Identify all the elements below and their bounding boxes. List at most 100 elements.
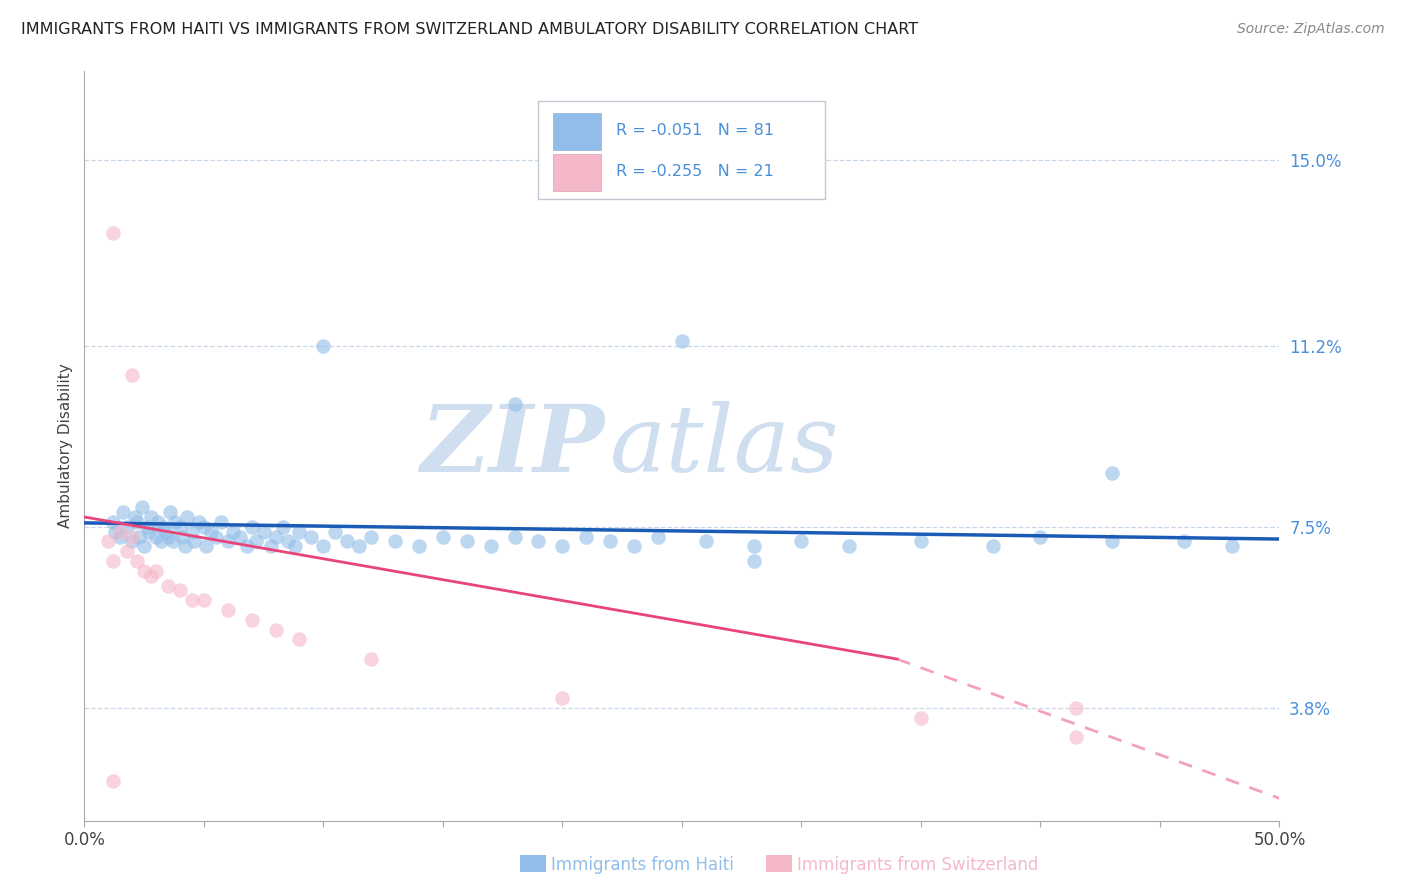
Point <box>125 515 148 529</box>
Point <box>128 530 150 544</box>
Point <box>742 540 765 554</box>
Point <box>623 540 645 554</box>
Point <box>325 524 347 539</box>
Point <box>599 534 621 549</box>
Point <box>384 534 406 549</box>
Point <box>110 524 132 539</box>
Point <box>157 578 180 592</box>
Point <box>149 534 172 549</box>
Point <box>117 520 139 534</box>
Point <box>229 530 252 544</box>
Y-axis label: Ambulatory Disability: Ambulatory Disability <box>58 364 73 528</box>
Point <box>217 603 239 617</box>
Point <box>1101 534 1123 549</box>
Point <box>188 515 211 529</box>
Point <box>181 593 204 607</box>
Point <box>205 530 228 544</box>
Point <box>145 564 167 578</box>
Point <box>264 530 287 544</box>
Point <box>200 524 222 539</box>
Point <box>647 530 669 544</box>
Point <box>260 540 283 554</box>
Point <box>97 534 120 549</box>
Point <box>183 534 205 549</box>
Point <box>193 520 215 534</box>
Point <box>408 540 430 554</box>
Text: IMMIGRANTS FROM HAITI VS IMMIGRANTS FROM SWITZERLAND AMBULATORY DISABILITY CORRE: IMMIGRANTS FROM HAITI VS IMMIGRANTS FROM… <box>21 22 918 37</box>
Point <box>432 530 454 544</box>
Text: Immigrants from Switzerland: Immigrants from Switzerland <box>797 856 1039 874</box>
Point <box>145 530 167 544</box>
Bar <box>553 153 600 191</box>
Point <box>141 568 163 582</box>
Point <box>301 530 323 544</box>
Point <box>117 544 139 558</box>
Point <box>132 564 156 578</box>
FancyBboxPatch shape <box>538 102 825 199</box>
Point <box>217 534 239 549</box>
Point <box>181 524 204 539</box>
Point <box>575 530 598 544</box>
Point <box>742 554 765 568</box>
Point <box>288 524 311 539</box>
Bar <box>553 112 600 150</box>
Point <box>157 530 180 544</box>
Point <box>193 593 215 607</box>
Point <box>101 774 124 789</box>
Point <box>253 524 276 539</box>
Point <box>240 613 263 627</box>
Point <box>173 540 195 554</box>
Point <box>110 530 132 544</box>
Point <box>159 505 181 519</box>
Point <box>121 530 143 544</box>
Point <box>104 524 127 539</box>
Text: R = -0.255   N = 21: R = -0.255 N = 21 <box>616 164 775 179</box>
Point <box>288 632 311 647</box>
Point <box>1066 731 1088 745</box>
Point <box>503 530 526 544</box>
Point <box>695 534 717 549</box>
Point <box>138 524 160 539</box>
Point <box>910 534 932 549</box>
Point <box>551 691 574 706</box>
Point <box>121 368 143 382</box>
Point <box>169 520 191 534</box>
Text: atlas: atlas <box>610 401 839 491</box>
Point <box>195 540 218 554</box>
Point <box>221 524 243 539</box>
Point <box>1066 701 1088 715</box>
Text: R = -0.051   N = 81: R = -0.051 N = 81 <box>616 123 775 138</box>
Point <box>981 540 1004 554</box>
Point <box>172 530 194 544</box>
Point <box>551 540 574 554</box>
Point <box>503 397 526 411</box>
Point <box>125 554 148 568</box>
Point <box>135 520 157 534</box>
Point <box>141 510 163 524</box>
Point <box>360 530 382 544</box>
Point <box>148 515 170 529</box>
Point <box>131 500 153 515</box>
Point <box>1101 466 1123 480</box>
Point <box>155 524 177 539</box>
Point <box>245 534 267 549</box>
Point <box>169 583 191 598</box>
Point <box>312 338 335 352</box>
Point <box>176 510 198 524</box>
Point <box>790 534 813 549</box>
Point <box>1173 534 1195 549</box>
Text: ZIP: ZIP <box>420 401 605 491</box>
Point <box>236 540 259 554</box>
Point <box>124 510 146 524</box>
Point <box>1029 530 1052 544</box>
Point <box>132 540 156 554</box>
Point <box>838 540 860 554</box>
Point <box>101 515 124 529</box>
Point <box>152 520 174 534</box>
Point <box>671 334 693 348</box>
Point <box>111 505 134 519</box>
Point <box>1220 540 1243 554</box>
Point <box>336 534 359 549</box>
Point <box>165 515 187 529</box>
Point <box>162 534 184 549</box>
